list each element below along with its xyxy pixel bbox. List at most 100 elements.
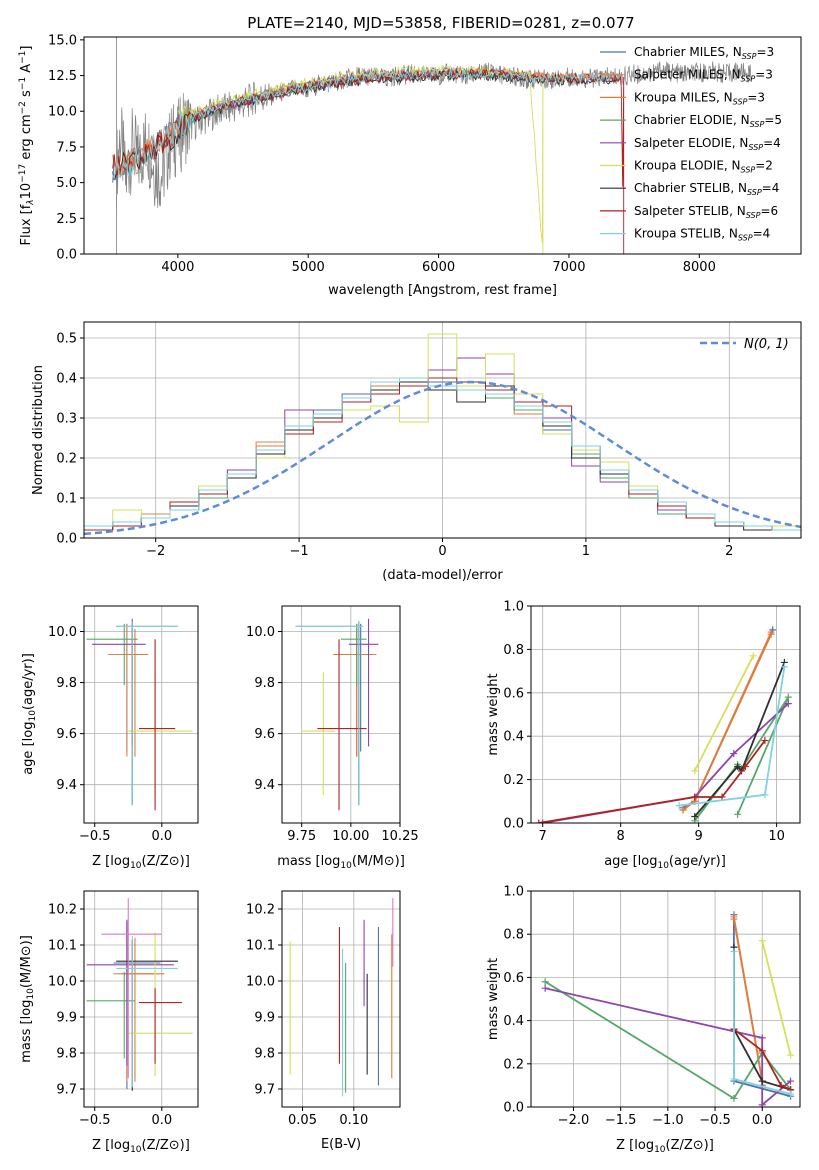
y-tick-label: 10.2 xyxy=(246,903,275,918)
weight-marker xyxy=(691,793,699,801)
legend-label: Chabrier STELIB, NSSP=4 xyxy=(634,181,779,197)
x-tick-label: 10 xyxy=(768,829,785,844)
x-tick-label: 0.0 xyxy=(151,1113,172,1128)
residuals-plot-area xyxy=(84,333,801,538)
weight-marker xyxy=(787,1077,795,1085)
legend-label: Kroupa ELODIE, NSSP=2 xyxy=(634,159,773,175)
weight-marker xyxy=(758,1101,766,1107)
x-axis-label: E(B-V) xyxy=(321,1137,361,1152)
y-tick-label: 9.8 xyxy=(254,676,275,691)
axes-frame xyxy=(83,605,199,824)
x-axis-label: Z [log10(Z/Z⊙)] xyxy=(616,1138,714,1155)
x-tick-label: 9.75 xyxy=(287,829,316,844)
spectrum-model-line xyxy=(112,68,622,180)
y-tick-label: 0.5 xyxy=(56,332,77,347)
error-bar-point xyxy=(348,618,379,747)
mass-vs-EBV-panel: 0.05 0.10 9.7 9.8 9.9 10.0 10.1 10.2 E(B-V) xyxy=(246,890,401,1152)
error-bar-point xyxy=(86,623,138,686)
y-tick-label: 9.4 xyxy=(254,778,275,793)
x-tick-label: −0.5 xyxy=(699,1113,731,1128)
weight-marker xyxy=(758,1034,766,1042)
age-vs-Z-plot-area xyxy=(86,618,193,811)
weight-marker xyxy=(734,810,742,818)
weight-marker xyxy=(535,819,543,823)
weight-vs-Z-plot-area xyxy=(541,911,795,1107)
weight-vs-age-panel: 7 8 9 10 0.0 0.2 0.4 0.6 0.8 1.0 mass weight age [l… xyxy=(486,600,801,871)
y-axis-label: Flux [fλ10−17 erg cm−2 s−1 A−1] xyxy=(18,46,36,246)
weight-marker xyxy=(734,763,742,771)
weight-marker xyxy=(730,947,738,955)
weight-marker xyxy=(741,763,749,771)
y-tick-label: 10.0 xyxy=(48,105,77,120)
spectrum-plot-area xyxy=(112,37,752,254)
weight-marker xyxy=(784,700,792,708)
normal-curve-line xyxy=(84,380,801,536)
x-tick-label: 10.25 xyxy=(381,829,418,844)
legend-label: Kroupa MILES, NSSP=3 xyxy=(634,90,765,106)
residuals-panel: −2 −1 0 1 2 0.0 0.1 0.2 0.3 0.4 0.5 N(0, 1) (data-mo… xyxy=(31,321,802,583)
y-tick-label: 0.0 xyxy=(56,248,77,263)
grid-lines xyxy=(531,605,800,824)
x-tick-label: 8 xyxy=(617,829,625,844)
x-axis-label: Z [log10(Z/Z⊙)] xyxy=(92,1138,190,1155)
y-tick-label: 9.4 xyxy=(56,778,77,793)
grid-lines xyxy=(84,891,198,1107)
y-tick-label: 0.2 xyxy=(503,773,524,788)
x-tick-label: 0.0 xyxy=(752,1113,773,1128)
x-axis-label: Z [log10(Z/Z⊙)] xyxy=(92,854,190,871)
error-bar-point xyxy=(121,628,149,757)
y-tick-label: 15.0 xyxy=(48,33,77,48)
error-bar-point xyxy=(301,672,336,795)
y-tick-label: 9.6 xyxy=(254,727,275,742)
error-bar-point xyxy=(337,623,371,752)
y-tick-label: 9.9 xyxy=(254,1011,275,1026)
error-bar-point xyxy=(116,936,178,1088)
weight-line xyxy=(544,987,792,1107)
y-tick-label: 0.3 xyxy=(56,412,77,427)
y-tick-label: 0.4 xyxy=(503,730,524,745)
x-tick-label: −0.5 xyxy=(79,829,111,844)
error-bar-point xyxy=(116,939,178,1091)
weight-marker xyxy=(758,1077,766,1085)
axes-frame xyxy=(281,605,401,824)
y-tick-label: 0.4 xyxy=(56,372,77,387)
grid-lines xyxy=(84,606,198,823)
y-tick-label: 0.8 xyxy=(503,928,524,943)
weight-marker xyxy=(758,1047,766,1055)
axes-frame xyxy=(530,890,801,1108)
weight-marker xyxy=(679,806,687,814)
weight-marker xyxy=(784,693,792,701)
legend-label: Kroupa STELIB, NSSP=4 xyxy=(634,227,770,243)
y-tick-label: 0.2 xyxy=(503,1057,524,1072)
y-tick-label: 2.5 xyxy=(56,212,77,227)
x-tick-label: 0.10 xyxy=(339,1113,368,1128)
legend-label: Salpeter ELODIE, NSSP=4 xyxy=(634,136,781,152)
x-tick-label: 0.05 xyxy=(288,1113,317,1128)
grid-lines xyxy=(282,891,400,1107)
weight-marker xyxy=(749,652,757,660)
error-bar-point xyxy=(295,621,363,806)
weight-marker xyxy=(758,937,766,945)
y-tick-label: 5.0 xyxy=(56,176,77,191)
spectrum-legend: Chabrier MILES, NSSP=3 Salpeter MILES, NS… xyxy=(600,45,782,243)
legend-label: Chabrier MILES, NSSP=3 xyxy=(634,45,774,61)
y-tick-label: 0.1 xyxy=(56,492,77,507)
weight-line xyxy=(694,662,786,818)
axes-frame xyxy=(83,890,199,1108)
x-tick-label: 4000 xyxy=(161,260,194,275)
x-axis-label: wavelength [Angstrom, rest frame] xyxy=(328,283,557,298)
x-tick-label: −2 xyxy=(146,544,165,559)
error-bar-point xyxy=(116,621,178,806)
y-tick-label: 9.7 xyxy=(254,1083,275,1098)
weight-marker xyxy=(780,663,788,671)
weight-marker xyxy=(730,1075,738,1083)
weight-marker xyxy=(675,802,683,810)
y-axis-label: mass [log10(M/M⊙)] xyxy=(19,935,36,1063)
spectrum-model-line xyxy=(112,68,625,254)
weight-marker xyxy=(767,630,775,638)
y-axis-label: Normed distribution xyxy=(31,365,46,495)
y-tick-label: 0.8 xyxy=(503,643,524,658)
weight-marker xyxy=(691,767,699,775)
weight-line xyxy=(538,739,766,823)
y-tick-label: 0.6 xyxy=(503,971,524,986)
